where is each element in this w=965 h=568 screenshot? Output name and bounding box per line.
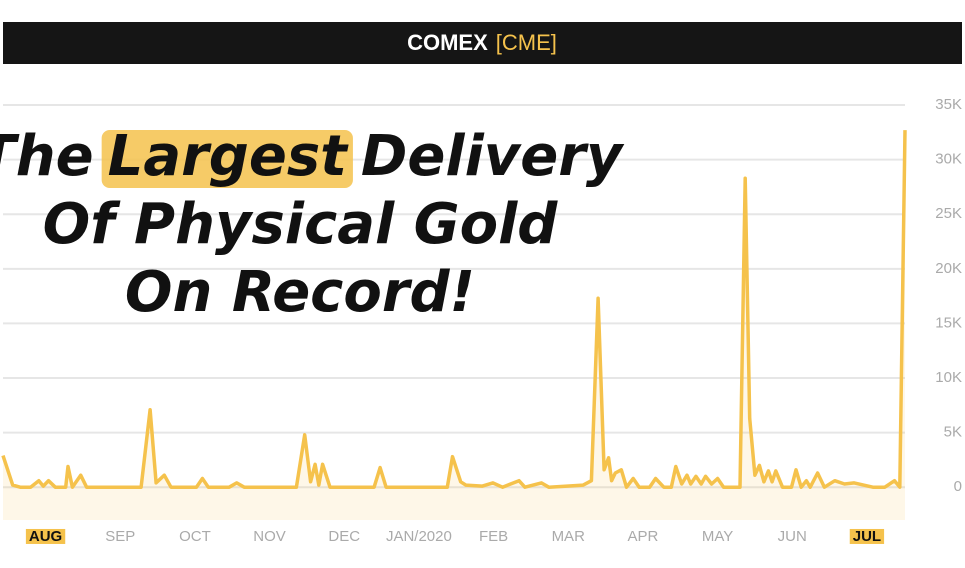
x-tick-label: OCT	[179, 528, 211, 545]
annotation-word: Delivery	[361, 124, 625, 189]
chart-subtitle: [CME]	[496, 30, 557, 55]
y-tick-label: 5K	[944, 424, 962, 441]
x-tick-label: JUN	[778, 528, 807, 545]
y-tick-label: 25K	[935, 205, 962, 222]
x-tick-label: DEC	[328, 528, 360, 545]
annotation: On Record!	[125, 260, 475, 325]
x-tick-label: NOV	[253, 528, 286, 545]
x-tick-label: MAR	[552, 528, 586, 545]
x-tick-label: AUG	[29, 528, 62, 545]
annotation: TheLargestDelivery	[0, 124, 625, 189]
x-tick-label: SEP	[105, 528, 135, 545]
chart-title: COMEX	[407, 30, 488, 55]
annotation-word: Of Physical Gold	[43, 192, 559, 257]
y-tick-label: 15K	[935, 314, 962, 331]
x-tick-highlight	[849, 528, 885, 544]
y-tick-label: 35K	[935, 96, 962, 113]
y-tick-label: 10K	[935, 369, 962, 386]
x-tick-label: FEB	[479, 528, 508, 545]
header: COMEX [CME]	[407, 30, 557, 55]
x-tick-label: JAN/2020	[386, 528, 452, 545]
annotation: Of Physical Gold	[43, 192, 559, 257]
annotation-word: On Record!	[125, 260, 475, 325]
y-tick-label: 30K	[935, 151, 962, 168]
y-tick-label: 0	[954, 478, 962, 495]
annotation-word: The	[0, 124, 94, 189]
annotation-highlight	[101, 130, 353, 188]
annotation-word: Largest	[108, 124, 349, 189]
y-tick-label: 20K	[935, 260, 962, 277]
x-tick-label: MAY	[702, 528, 733, 545]
header-bar	[3, 22, 962, 64]
line	[1, 130, 907, 489]
x-tick-label: APR	[627, 528, 658, 545]
x-tick-label: JUL	[853, 528, 881, 545]
x-tick-highlight	[25, 528, 66, 544]
